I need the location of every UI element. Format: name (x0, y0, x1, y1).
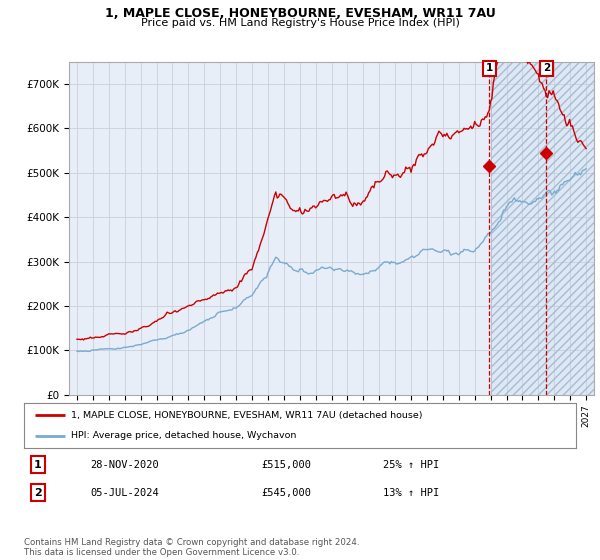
Text: 1, MAPLE CLOSE, HONEYBOURNE, EVESHAM, WR11 7AU: 1, MAPLE CLOSE, HONEYBOURNE, EVESHAM, WR… (104, 7, 496, 20)
Text: 2: 2 (542, 63, 550, 73)
Bar (491, 62, 594, 395)
Text: 2: 2 (34, 488, 41, 498)
Text: 1: 1 (485, 63, 493, 73)
Text: Contains HM Land Registry data © Crown copyright and database right 2024.
This d: Contains HM Land Registry data © Crown c… (24, 538, 359, 557)
Text: 1, MAPLE CLOSE, HONEYBOURNE, EVESHAM, WR11 7AU (detached house): 1, MAPLE CLOSE, HONEYBOURNE, EVESHAM, WR… (71, 411, 422, 420)
Text: 1: 1 (34, 460, 41, 470)
Text: 25% ↑ HPI: 25% ↑ HPI (383, 460, 439, 470)
Bar (491, 62, 594, 395)
Text: HPI: Average price, detached house, Wychavon: HPI: Average price, detached house, Wych… (71, 431, 296, 440)
Text: £545,000: £545,000 (262, 488, 311, 498)
Text: 13% ↑ HPI: 13% ↑ HPI (383, 488, 439, 498)
Text: 28-NOV-2020: 28-NOV-2020 (90, 460, 159, 470)
Text: Price paid vs. HM Land Registry's House Price Index (HPI): Price paid vs. HM Land Registry's House … (140, 18, 460, 28)
Text: 05-JUL-2024: 05-JUL-2024 (90, 488, 159, 498)
Text: £515,000: £515,000 (262, 460, 311, 470)
